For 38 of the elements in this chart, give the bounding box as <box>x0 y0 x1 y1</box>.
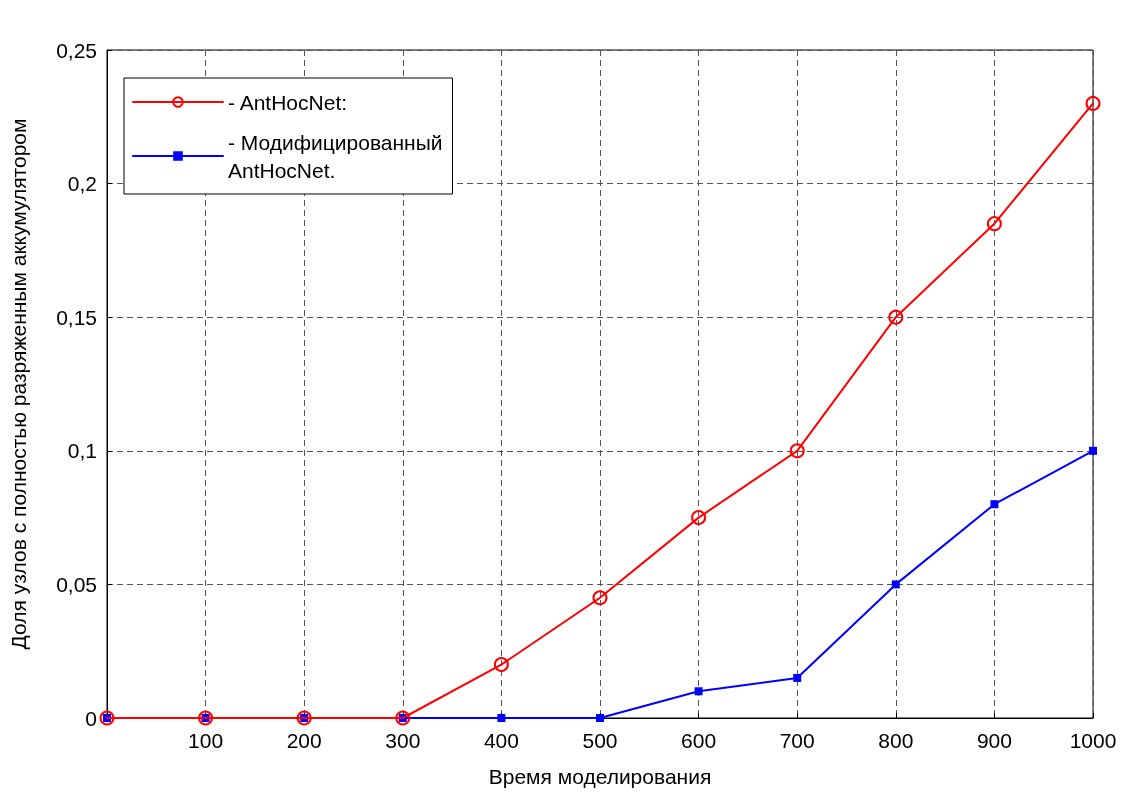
point <box>198 710 214 726</box>
point <box>596 714 604 722</box>
y-tick-label: 0 <box>85 706 97 730</box>
point <box>990 500 999 509</box>
point <box>1085 95 1101 111</box>
point <box>691 510 707 526</box>
y-axis-title: Доля узлов с полностью разряженным аккумулятором <box>7 118 30 650</box>
point <box>789 443 805 459</box>
legend-label: - Модифицированный AntHocNet. <box>228 130 443 182</box>
point <box>99 710 115 726</box>
point <box>395 710 411 726</box>
point <box>1089 446 1097 455</box>
point <box>592 590 608 606</box>
x-tick-label: 1000 <box>1069 729 1117 752</box>
x-tick-label: 700 <box>779 729 815 752</box>
x-tick-label: 300 <box>385 729 421 752</box>
point <box>296 710 312 726</box>
point <box>694 687 703 696</box>
x-tick-label: 900 <box>976 729 1012 752</box>
x-tick-label: 100 <box>188 729 224 752</box>
point <box>888 309 904 325</box>
y-tick-label: 0,05 <box>56 572 97 596</box>
x-tick-label: 200 <box>286 729 322 752</box>
point <box>891 580 900 589</box>
point <box>497 714 506 722</box>
point <box>986 216 1002 232</box>
x-tick-label: 800 <box>878 729 914 752</box>
y-tick-label: 0,15 <box>56 305 97 329</box>
x-tick-label: 400 <box>483 729 519 752</box>
x-tick-label: 500 <box>582 729 618 752</box>
x-axis-title: Время моделирования <box>488 765 712 788</box>
y-tick-label: 0,25 <box>56 38 97 62</box>
point <box>793 673 802 682</box>
y-tick-label: 0,2 <box>67 172 97 196</box>
x-tick-label: 600 <box>681 729 717 752</box>
y-tick-label: 0,1 <box>67 439 97 463</box>
point <box>493 657 509 673</box>
legend-label: - AntHocNet: <box>228 90 348 114</box>
